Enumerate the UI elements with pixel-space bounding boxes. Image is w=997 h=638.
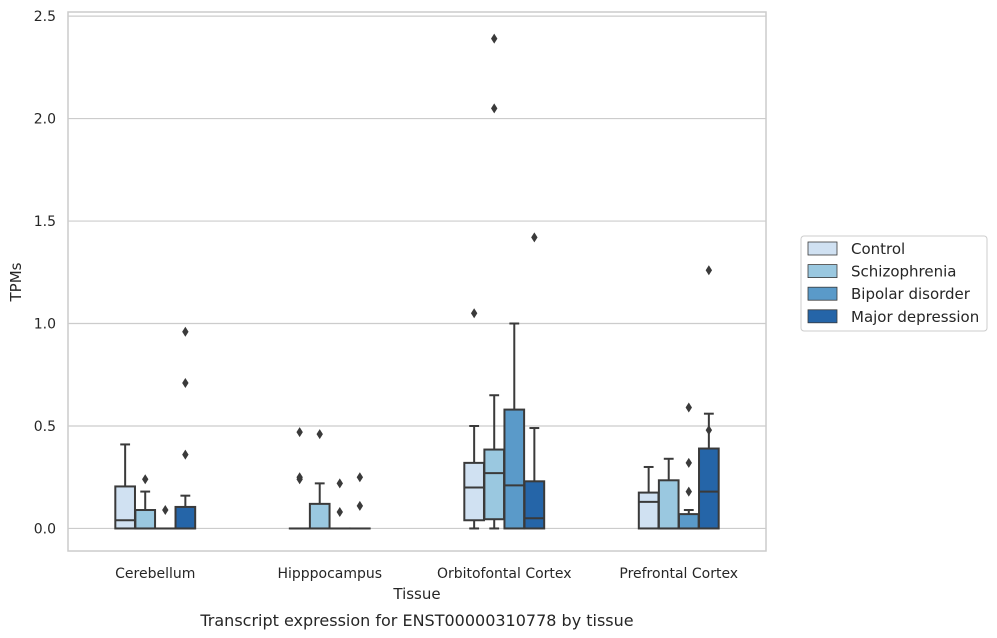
box-control	[637, 465, 660, 530]
y-tick-label: 1.5	[34, 214, 56, 230]
box-iqr	[483, 448, 506, 521]
box-iqr	[308, 502, 331, 530]
box-schizophrenia	[657, 457, 680, 530]
outlier-point	[491, 33, 498, 44]
outlier-point	[356, 500, 364, 511]
y-tick-label: 0.5	[34, 419, 56, 435]
outlier-point	[705, 425, 713, 436]
y-tick-label: 1.0	[34, 317, 56, 333]
legend-entry-label: Major depression	[851, 308, 979, 326]
legend-frame	[800, 235, 988, 332]
box-bipolar-disorder	[677, 402, 700, 530]
box-bipolar-disorder	[503, 322, 526, 530]
outlier-point	[336, 507, 343, 518]
x-tick-label: Prefrontal Cortex	[619, 566, 738, 582]
legend-entry-label: Control	[851, 240, 905, 258]
outlier-point	[491, 103, 498, 114]
outlier-point	[685, 402, 692, 413]
box-major-depression	[174, 326, 197, 530]
outlier-point	[470, 308, 478, 319]
outlier-point	[685, 486, 692, 497]
box-iqr	[523, 480, 546, 530]
y-axis-ticks: 0.0 0.5 1.0 1.5 2.0 2.5	[34, 9, 56, 537]
x-axis-ticks: Cerebellum Hipppocampus Orbitofontal Corte…	[115, 566, 738, 582]
box-control	[114, 443, 136, 530]
box-schizophrenia	[134, 474, 157, 530]
box-iqr	[503, 408, 526, 530]
y-axis-label: TPMs	[7, 262, 25, 302]
outlier-point	[336, 478, 343, 489]
y-tick-label: 2.0	[34, 112, 56, 128]
outlier-point	[182, 326, 189, 337]
box-iqr	[463, 461, 485, 522]
outlier-point	[531, 232, 538, 243]
x-tick-label: Orbitofontal Cortex	[437, 566, 572, 582]
outlier-point	[685, 457, 692, 468]
outlier-point	[182, 449, 189, 460]
outlier-point	[316, 429, 323, 440]
x-tick-label: Cerebellum	[115, 566, 195, 582]
legend-entry-label: Bipolar disorder	[851, 285, 971, 303]
box-schizophrenia	[308, 429, 331, 530]
outlier-point	[296, 474, 303, 485]
box-bipolar-disorder	[328, 478, 351, 530]
legend-swatch	[807, 286, 838, 301]
box-iqr	[637, 491, 660, 530]
box-major-depression	[698, 265, 720, 530]
outlier-point	[296, 427, 303, 438]
x-axis-label: Tissue	[392, 585, 440, 603]
grid-lines	[68, 15, 766, 530]
box-iqr	[677, 513, 700, 530]
box-schizophrenia	[483, 33, 506, 530]
box-iqr	[114, 485, 136, 530]
box-iqr	[657, 479, 680, 530]
outlier-point	[705, 265, 713, 276]
legend-swatch	[807, 264, 838, 279]
box-major-depression	[523, 232, 546, 530]
box-major-depression	[349, 472, 371, 530]
outlier-point	[356, 472, 364, 483]
legend-swatch	[807, 241, 838, 256]
legend-swatch	[807, 309, 838, 324]
box-plot-marks	[114, 33, 720, 530]
legend-entry-label: Schizophrenia	[851, 263, 956, 281]
box-control	[463, 308, 485, 530]
box-iqr	[134, 509, 157, 530]
y-tick-label: 0.0	[34, 521, 56, 537]
outlier-point	[142, 474, 149, 485]
box-bipolar-disorder	[154, 505, 177, 530]
chart-caption: Transcript expression for ENST0000031077…	[199, 611, 633, 630]
outlier-point	[182, 377, 189, 388]
box-iqr	[698, 447, 720, 530]
box-iqr	[174, 505, 197, 530]
box-control	[288, 427, 311, 530]
outlier-point	[162, 505, 169, 516]
legend: Control Schizophrenia Bipolar disorder Majo…	[800, 235, 988, 332]
y-tick-label: 2.5	[34, 9, 56, 25]
x-tick-label: Hipppocampus	[277, 566, 382, 582]
plot-frame	[67, 11, 767, 552]
